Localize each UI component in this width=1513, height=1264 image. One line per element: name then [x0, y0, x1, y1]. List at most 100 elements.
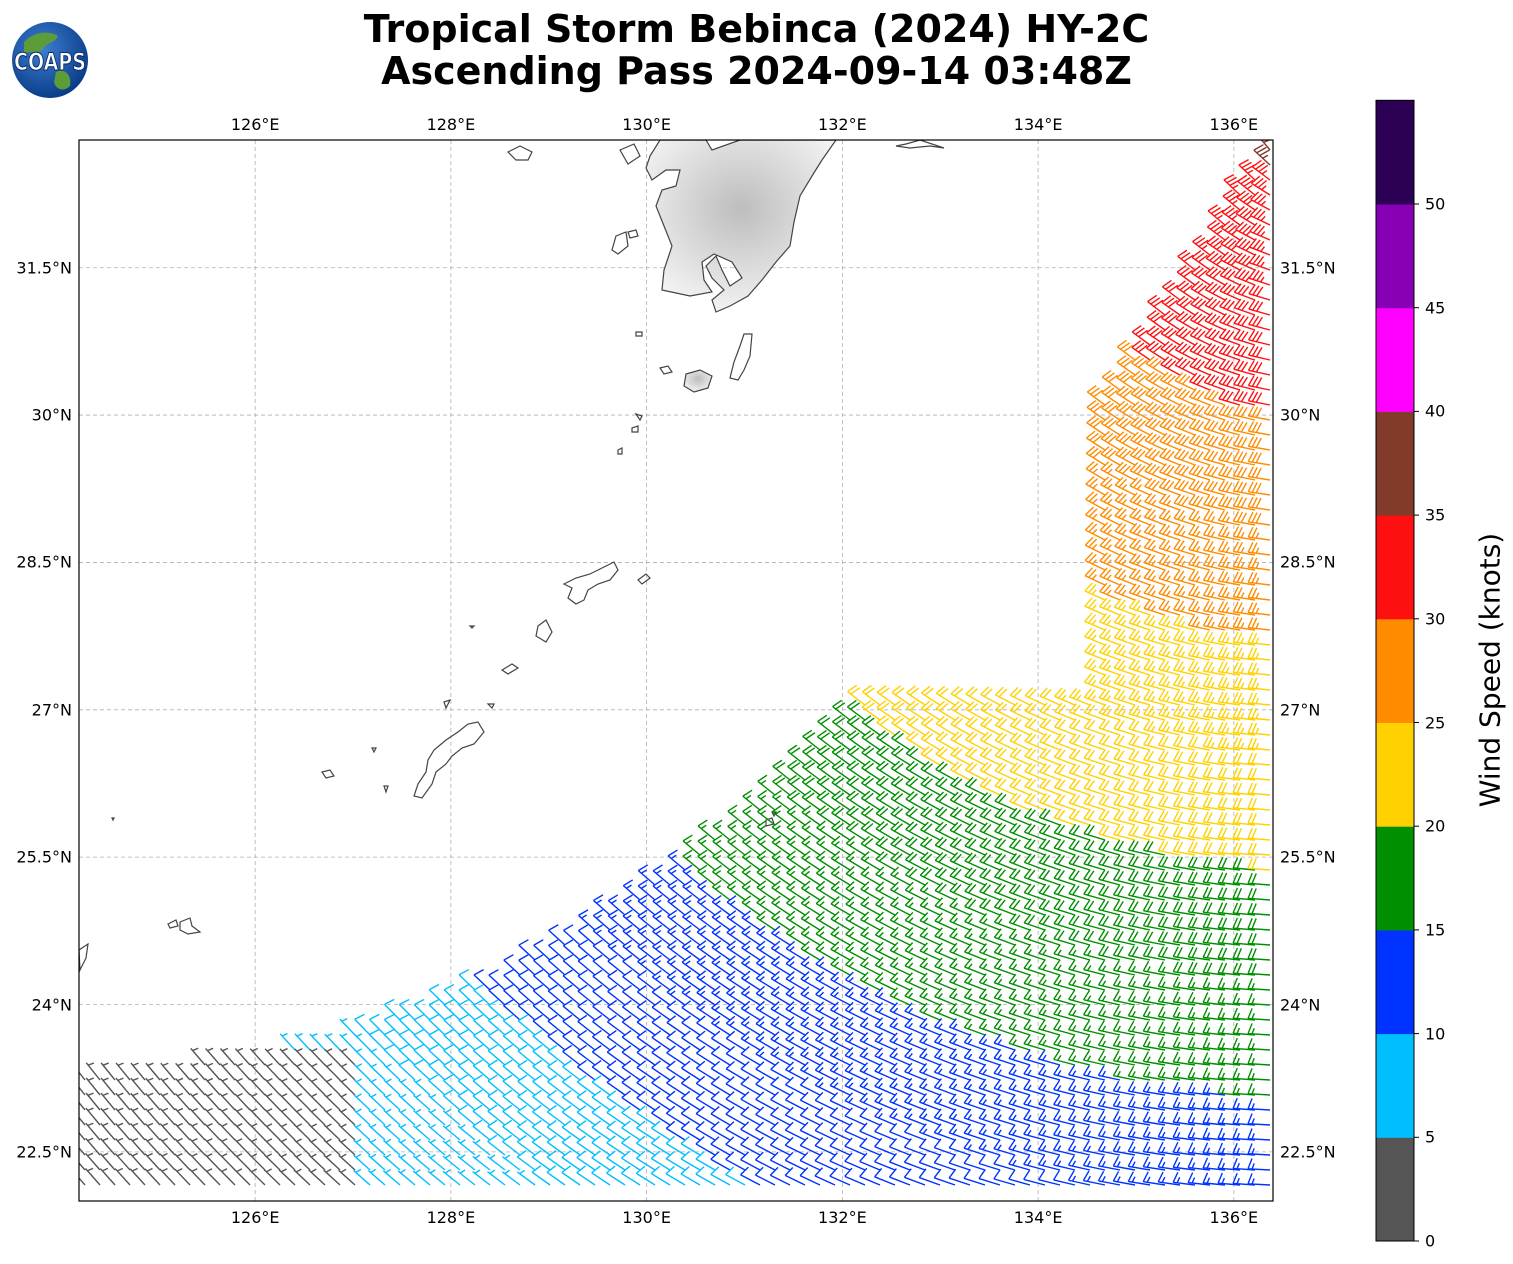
lat-tick-label-right: 28.5°N	[1280, 552, 1336, 572]
wind-barb	[443, 983, 461, 1006]
wind-barb	[800, 1016, 821, 1036]
wind-barb	[875, 775, 896, 796]
wind-barb	[398, 1013, 416, 1036]
wind-barb	[204, 1062, 221, 1081]
wind-barb	[637, 939, 656, 961]
colorbar	[1375, 99, 1419, 1242]
wind-barb	[189, 1153, 206, 1171]
wind-barb	[859, 1077, 881, 1096]
wind-barb	[592, 924, 611, 946]
wind-barb	[816, 835, 836, 856]
wind-barb	[770, 1061, 791, 1081]
land-yakushima	[683, 369, 713, 393]
wind-barb	[547, 1089, 566, 1111]
wind-barb	[622, 924, 641, 946]
land-island	[627, 229, 639, 239]
wind-barb	[293, 1168, 311, 1186]
wind-barb	[353, 1063, 371, 1081]
wind-barb	[413, 1059, 431, 1081]
wind-barb	[742, 804, 761, 826]
wind-barb	[860, 896, 881, 916]
wind-barb	[830, 835, 851, 856]
wind-barb	[667, 864, 686, 886]
wind-barb	[368, 1153, 386, 1171]
wind-barb	[712, 819, 731, 841]
wind-barb	[457, 1074, 476, 1096]
wind-barb	[383, 1078, 401, 1096]
wind-barb	[532, 1089, 551, 1111]
wind-barb	[741, 865, 761, 886]
wind-barb	[413, 998, 431, 1021]
wind-barb	[278, 1138, 296, 1156]
wind-barb	[189, 1107, 206, 1126]
wind-barb	[905, 776, 926, 796]
wind-barb	[920, 746, 941, 766]
wind-barb	[815, 1016, 836, 1036]
land-tanegashima	[729, 333, 753, 381]
wind-barb	[816, 790, 836, 811]
wind-barb	[548, 924, 566, 946]
wind-barb	[904, 1047, 926, 1066]
land-island	[895, 140, 945, 149]
wind-barb	[532, 1059, 551, 1081]
wind-barb	[755, 955, 776, 976]
wind-barb	[814, 1061, 836, 1081]
wind-barb	[189, 1137, 206, 1156]
wind-barb	[189, 1077, 206, 1096]
wind-barb	[740, 1030, 761, 1051]
wind-barb	[904, 942, 926, 961]
wind-barb	[680, 1090, 701, 1111]
wind-barb	[79, 1177, 86, 1186]
wind-barb	[726, 955, 746, 976]
wind-barb	[741, 880, 761, 901]
wind-barb	[308, 1093, 326, 1111]
wind-barb	[100, 1137, 116, 1156]
wind-barb	[859, 1047, 881, 1066]
wind-barb	[860, 805, 881, 826]
wind-barb	[905, 791, 926, 811]
wind-barb	[904, 1077, 926, 1096]
wind-barb	[920, 730, 941, 751]
wind-barb	[740, 1000, 761, 1021]
wind-barb	[787, 774, 806, 796]
wind-barb	[428, 1074, 446, 1096]
wind-barb	[279, 1047, 296, 1066]
wind-barb	[919, 927, 941, 946]
wind-barb	[473, 984, 491, 1006]
wind-barb	[115, 1077, 131, 1096]
wind-barb	[786, 805, 806, 826]
wind-barb	[114, 1167, 131, 1186]
wind-barb	[397, 1153, 416, 1171]
wind-barb	[785, 1076, 806, 1096]
wind-barb	[115, 1062, 131, 1081]
wind-barb	[845, 926, 866, 946]
wind-barb	[830, 926, 851, 946]
wind-barb	[921, 685, 941, 706]
wind-barb	[591, 1044, 611, 1066]
wind-barb	[844, 1092, 866, 1111]
wind-barb	[920, 821, 941, 841]
wind-barb	[740, 1091, 761, 1111]
wind-barb	[934, 882, 956, 901]
wind-barb	[727, 849, 746, 871]
wind-barb	[800, 925, 821, 946]
wind-barb	[130, 1092, 146, 1111]
wind-barb	[651, 985, 671, 1006]
wind-barb	[79, 1131, 86, 1141]
wind-barb	[234, 1138, 251, 1156]
wind-barb	[740, 1106, 761, 1126]
wind-barb	[531, 1150, 551, 1171]
land-island	[321, 769, 335, 779]
wind-barb	[621, 999, 641, 1021]
wind-barb	[457, 1154, 476, 1171]
wind-barb	[129, 1152, 146, 1171]
wind-barb	[666, 1030, 686, 1051]
wind-barb	[293, 1123, 311, 1141]
wind-barb	[889, 972, 911, 991]
wind-barb	[801, 880, 821, 901]
wind-barb	[711, 955, 731, 976]
wind-barb	[741, 970, 761, 991]
wind-barb	[635, 1150, 656, 1171]
wind-barb	[547, 954, 566, 976]
wind-barb	[532, 969, 551, 991]
